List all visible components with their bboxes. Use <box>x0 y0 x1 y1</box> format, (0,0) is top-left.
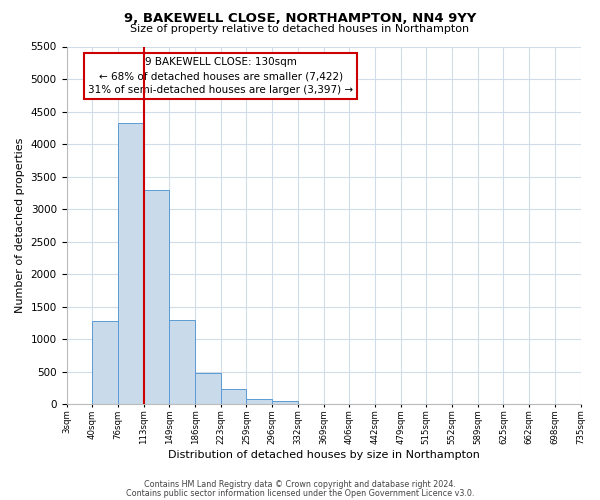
Bar <box>221 389 247 404</box>
Text: 9, BAKEWELL CLOSE, NORTHAMPTON, NN4 9YY: 9, BAKEWELL CLOSE, NORTHAMPTON, NN4 9YY <box>124 12 476 26</box>
Bar <box>195 373 221 404</box>
Bar <box>169 320 195 404</box>
Y-axis label: Number of detached properties: Number of detached properties <box>15 138 25 313</box>
Text: Contains public sector information licensed under the Open Government Licence v3: Contains public sector information licen… <box>126 488 474 498</box>
Bar <box>92 322 118 404</box>
X-axis label: Distribution of detached houses by size in Northampton: Distribution of detached houses by size … <box>167 450 479 460</box>
Bar <box>247 399 272 404</box>
Bar <box>143 190 169 404</box>
Text: Size of property relative to detached houses in Northampton: Size of property relative to detached ho… <box>130 24 470 34</box>
Bar <box>118 122 143 404</box>
Bar <box>272 401 298 404</box>
Text: Contains HM Land Registry data © Crown copyright and database right 2024.: Contains HM Land Registry data © Crown c… <box>144 480 456 489</box>
Text: 9 BAKEWELL CLOSE: 130sqm
← 68% of detached houses are smaller (7,422)
31% of sem: 9 BAKEWELL CLOSE: 130sqm ← 68% of detach… <box>88 57 353 95</box>
